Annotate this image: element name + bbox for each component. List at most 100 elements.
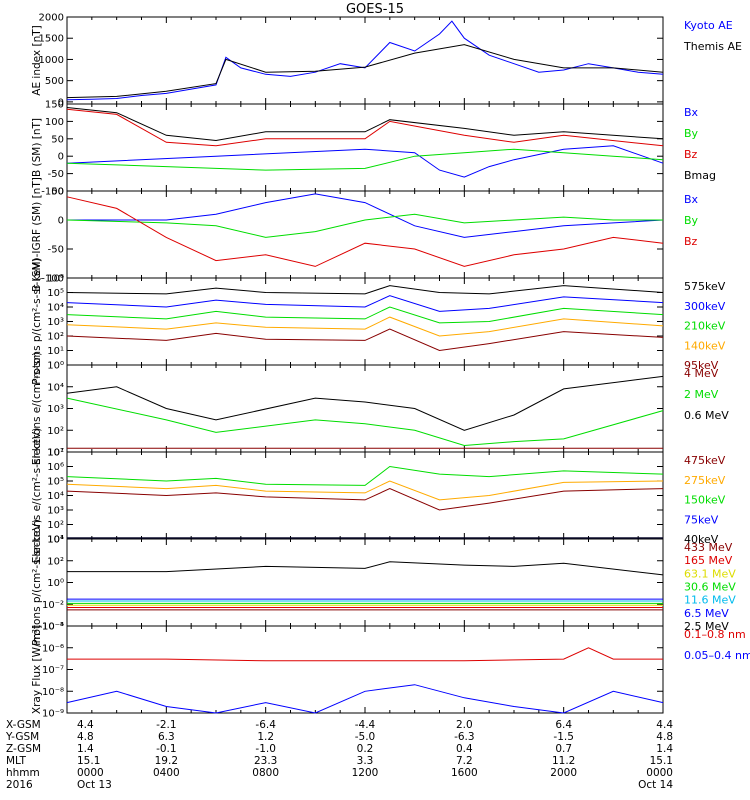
y-tick-label: 10¹ [47,535,64,546]
y-tick-label: 10² [47,332,64,343]
series-line-kyoto-ae [66,20,664,101]
panel-5: 10⁴ 10³ 10² 10¹ Electrons e/(cm²-s-sr) 4 MeV 2… [31,352,729,465]
y-axis-label: Xray Flux [W/m²] [31,625,43,714]
y-tick-label: 0 [58,97,64,108]
panel-4: 10⁶ 10⁵ 10⁴ 10³ 10² 10¹ 10⁰ Protons p/(cm²-s-sr… [31,258,726,385]
ephemeris-value: 15.1 [77,755,100,767]
series-line-275kev [66,480,664,501]
y-tick-label: 10⁴ [47,303,64,314]
legend-entry: 210keV [684,320,726,333]
ephemeris-value: 1.4 [656,743,673,755]
ephemeris-value: 1600 [451,767,478,779]
panel-6: 10⁷ 10⁶ 10⁵ 10⁴ 10³ 10² 10¹ Electrons e/(cm²-s-… [31,428,726,564]
ephemeris-value: 1200 [352,767,379,779]
ephemeris-table: X-GSM 4.4 -2.1 -6.4 -4.4 2.0 6.4 4.4 Y-GSM 4.8 6.3… [5,719,673,791]
y-tick-label: -50 [48,245,64,256]
y-tick-label: 10⁵ [47,288,64,299]
ephemeris-value: -6.3 [454,731,475,743]
ephemeris-value: Oct 13 [77,779,112,791]
ephemeris-value: 4.8 [656,731,673,743]
series-line-bx [66,145,664,178]
legend-entry: 150keV [684,494,726,507]
ephemeris-value: -4.4 [355,719,376,731]
legend-entry: 40keV [684,533,719,546]
series-line-0.05-0.4-nm [66,684,664,714]
y-tick-label: 10¹ [47,346,64,357]
legend-entry: Themis AE [683,40,742,53]
ephemeris-value: 1.2 [257,731,274,743]
y-tick-label: 10² [47,426,64,437]
series-line-2-mev [66,397,664,447]
y-tick-label: 10³ [47,506,64,517]
ephemeris-value: 3.3 [357,755,374,767]
ephemeris-row-label: X-GSM [6,719,41,731]
panel-frame [66,16,664,105]
series-line-by [66,148,664,171]
legend-entry: 2.5 MeV [684,620,729,633]
series-line-575kev [66,285,664,295]
ephemeris-value: 4.8 [77,731,94,743]
ephemeris-value: 0000 [646,767,673,779]
y-tick-label: 10³ [47,404,64,415]
legend-entry: Bx [684,106,699,119]
y-tick-label: 1000 [39,55,64,66]
legend-entry: Kyoto AE [684,19,733,32]
ephemeris-value: -2.1 [156,719,177,731]
y-tick-label: 10⁴ [47,382,64,393]
legend-entry: 63.1 MeV [684,567,736,580]
legend-entry: Bz [684,235,698,248]
y-axis-label: Electrons e/(cm²-s-sr-keV) [31,428,43,564]
ephemeris-row-label: Z-GSM [6,743,41,755]
ephemeris-value: -1.0 [255,743,276,755]
legend-entry: 575keV [684,280,726,293]
figure-title: GOES-15 [346,2,404,17]
ephemeris-row-label: 2016 [6,779,33,791]
y-tick-label: 0 [58,216,64,227]
ephemeris-row-label: hhmm [6,767,40,779]
series-line-2.5-mev [67,561,664,576]
legend-entry: 2 MeV [684,388,719,401]
series-line-bmag [66,107,664,142]
y-tick-label: 1500 [39,34,64,45]
y-tick-label: 10⁴ [47,491,64,502]
ephemeris-value: 2000 [550,767,577,779]
ephemeris-value: 19.2 [155,755,178,767]
series-line-bx [67,193,664,238]
series-line-themis-ae [66,44,664,99]
legend-entry: 75keV [684,513,719,526]
legend-entry: 275keV [684,474,726,487]
ephemeris-value: 4.4 [77,719,94,731]
series-line-210kev [66,306,664,324]
ephemeris-value: Oct 14 [638,779,673,791]
y-tick-label: 10⁰ [47,361,64,372]
y-tick-label: 10⁻⁹ [42,709,64,720]
legend-entry: Bmag [684,169,716,182]
y-tick-label: 150 [45,100,64,111]
ephemeris-value: 6.3 [158,731,175,743]
y-tick-label: 10⁶ [47,274,64,285]
ephemeris-value: 1.4 [77,743,94,755]
legend-entry: 95keV [684,359,719,372]
panel-frame [66,364,664,453]
y-tick-label: 10⁵ [47,477,64,488]
y-tick-label: -50 [48,169,64,180]
ephemeris-value: 4.4 [656,719,673,731]
legend-entry: 165 MeV [684,554,733,567]
legend-entry: 475keV [684,454,726,467]
legend-entry: 30.6 MeV [684,581,736,594]
panel-frame [66,277,664,366]
ephemeris-value: -0.1 [156,743,177,755]
y-tick-label: -100 [41,274,64,285]
y-tick-label: 10⁻⁴ [42,622,64,633]
series-line-bz [66,196,664,267]
legend-entry: By [684,214,699,227]
series-line-95kev [66,328,664,352]
ephemeris-value: 0.2 [357,743,374,755]
ephemeris-value: -5.0 [355,731,376,743]
series-line-by [66,213,663,238]
y-tick-label: 500 [45,76,64,87]
y-tick-label: 50 [51,187,64,198]
